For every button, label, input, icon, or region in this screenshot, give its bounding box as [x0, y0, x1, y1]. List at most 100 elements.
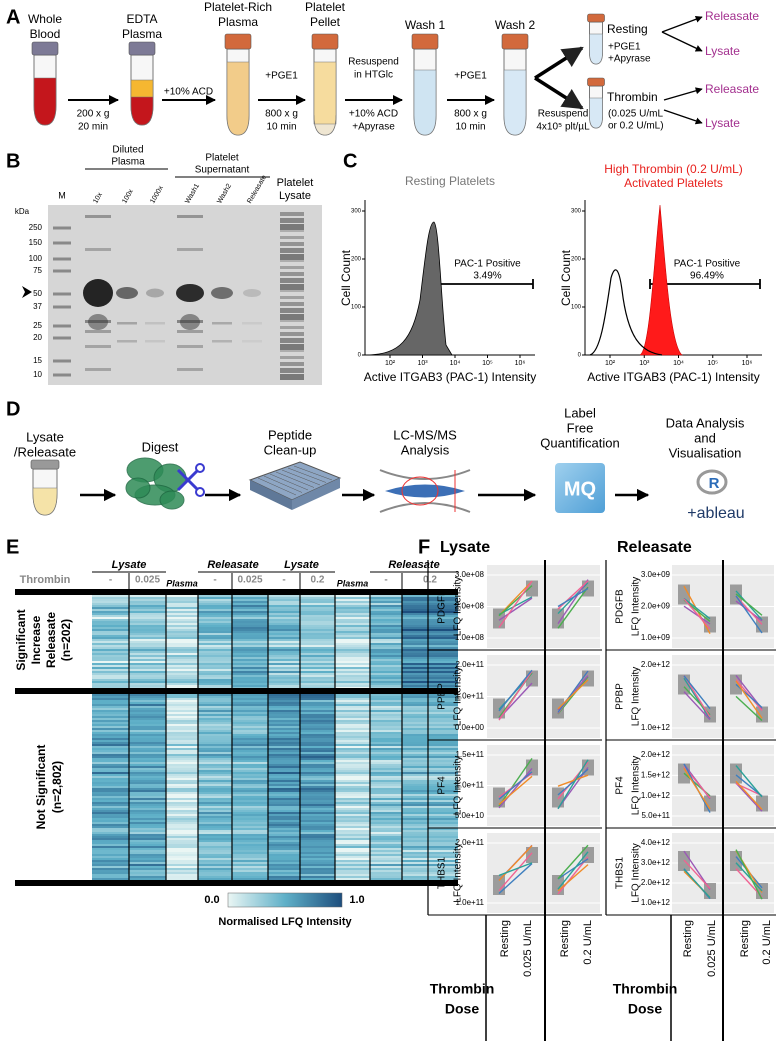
heatmap-cell [129, 760, 166, 762]
heatmap-cell [370, 603, 402, 605]
heatmap-cell [92, 647, 129, 649]
heatmap-cell [402, 808, 458, 810]
heatmap-cell [402, 766, 458, 768]
heatmap-cell [370, 605, 402, 607]
heatmap-cell [198, 696, 232, 698]
heatmap-cell [335, 611, 370, 613]
marker-label: 20 [33, 333, 42, 342]
heatmap-cell [166, 808, 198, 810]
heatmap-cell [300, 754, 335, 756]
heatmap-cell [402, 848, 458, 850]
heatmap-cell [402, 744, 458, 746]
sample-line [498, 580, 533, 616]
heatmap-cell [335, 605, 370, 607]
heatmap-cell [92, 744, 129, 746]
heatmap-cell [268, 874, 300, 876]
heatmap-cell [232, 850, 268, 852]
plate [250, 480, 292, 510]
heatmap-cell [129, 740, 166, 742]
heatmap-cell [198, 784, 232, 786]
heatmap-cell [129, 822, 166, 824]
heatmap-cell [166, 706, 198, 708]
heatmap-cell [92, 834, 129, 836]
heatmap-cell [370, 613, 402, 615]
heatmap-cell [198, 714, 232, 716]
heatmap-cell [232, 714, 268, 716]
heatmap-cell [129, 667, 166, 669]
heatmap-cell [268, 850, 300, 852]
heatmap-cell [370, 742, 402, 744]
heatmap-cell [402, 802, 458, 804]
heatmap-cell [300, 641, 335, 643]
heatmap-cell [402, 874, 458, 876]
heatmap-cell [92, 683, 129, 685]
heatmap-cell [92, 778, 129, 780]
heatmap-cell [92, 595, 129, 597]
sample-line [498, 670, 533, 721]
heatmap-cell [335, 866, 370, 868]
heatmap-cell [335, 878, 370, 880]
heatmap-cell [198, 798, 232, 800]
heatmap-cell [335, 645, 370, 647]
heatmap-cell [300, 868, 335, 870]
heatmap-cell [335, 786, 370, 788]
heatmap-cell [129, 860, 166, 862]
heatmap-cell [232, 764, 268, 766]
y-axis-label: LFQ Intensity [453, 756, 464, 815]
heatmap-cell [166, 842, 198, 844]
heatmap-cell [268, 868, 300, 870]
heatmap-cell [402, 844, 458, 846]
heatmap-cell [92, 661, 129, 663]
step-label: Digest [142, 439, 179, 454]
heatmap-cell [232, 876, 268, 878]
heatmap-cell [335, 718, 370, 720]
heatmap-cell [300, 820, 335, 822]
heatmap-cell [268, 607, 300, 609]
heatmap-cell [300, 683, 335, 685]
heatmap-cell [232, 671, 268, 673]
heatmap-cell [335, 746, 370, 748]
heatmap-cell [232, 611, 268, 613]
gel-band [85, 368, 111, 371]
heatmap-cell [232, 627, 268, 629]
heatmap-cell [402, 716, 458, 718]
heatmap-cell [92, 613, 129, 615]
heatmap-cell [129, 806, 166, 808]
gel-band [280, 272, 304, 276]
heatmap-cell [92, 653, 129, 655]
heatmap-cell [335, 870, 370, 872]
heatmap-cell [232, 778, 268, 780]
heatmap-cell [198, 698, 232, 700]
heatmap-cell [232, 700, 268, 702]
heatmap-cell [129, 623, 166, 625]
heatmap-cell [300, 852, 335, 854]
heatmap-cell [232, 860, 268, 862]
heatmap-cell [370, 677, 402, 679]
heatmap-cell [129, 681, 166, 683]
heatmap-cell [92, 704, 129, 706]
heatmap-cell [268, 714, 300, 716]
heatmap-cell [232, 718, 268, 720]
heatmap-cell [129, 810, 166, 812]
heatmap-cell [92, 802, 129, 804]
heatmap-cell [402, 776, 458, 778]
step-condition: +10% ACD [349, 109, 398, 120]
gel-band [280, 338, 304, 343]
y-axis-label: Cell Count [559, 249, 573, 306]
heatmap-cell [198, 770, 232, 772]
heatmap-cell [232, 758, 268, 760]
sample-line [498, 757, 533, 807]
heatmap-cell [268, 792, 300, 794]
heatmap-cell [129, 854, 166, 856]
heatmap-cell [268, 800, 300, 802]
heatmap-cell [166, 726, 198, 728]
heatmap-cell [129, 633, 166, 635]
heatmap-cell [268, 669, 300, 671]
column-label: - [384, 575, 387, 586]
heatmap-cell [198, 796, 232, 798]
step-label: Quantification [540, 435, 620, 450]
heatmap-cell [268, 635, 300, 637]
heatmap-cell [300, 661, 335, 663]
heatmap-cell [268, 856, 300, 858]
group-label: Plasma [111, 157, 145, 168]
